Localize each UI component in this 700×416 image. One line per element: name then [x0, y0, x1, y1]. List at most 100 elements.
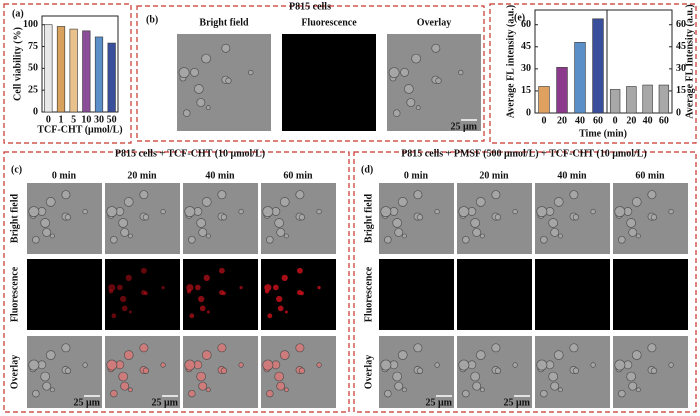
cell [394, 381, 404, 391]
cell [238, 208, 244, 215]
cell [472, 227, 482, 237]
fluorescent-cell [143, 291, 148, 296]
y-tick-label: 0 [33, 106, 38, 117]
cell [238, 362, 244, 368]
y-tick-label: 50 [28, 63, 38, 74]
row-label: Fluorescence [9, 266, 20, 322]
cell [40, 371, 51, 382]
cell [295, 343, 305, 353]
scale-bar-label: 25 μm [152, 397, 179, 408]
y-tick-label: 60 [676, 19, 686, 30]
cell [160, 362, 166, 368]
cell [647, 343, 657, 353]
cell [631, 197, 642, 207]
micrograph [379, 259, 454, 330]
fluorescent-cell [198, 295, 205, 303]
micrograph [282, 34, 376, 131]
scale-bar-label: 25 μm [74, 397, 101, 408]
row-label: Bright field [9, 193, 20, 243]
cell [42, 227, 52, 237]
cell [279, 197, 290, 207]
cell [491, 190, 501, 200]
cell [279, 350, 290, 360]
cell [220, 214, 228, 221]
plot-frame [41, 15, 119, 113]
cell [392, 109, 401, 117]
fluorescent-cell [281, 274, 288, 282]
cell [553, 197, 564, 207]
cell [626, 218, 637, 228]
cell [380, 359, 392, 371]
y-tick-label: 0 [526, 107, 531, 118]
cell [201, 350, 212, 360]
fluorescent-cell [111, 313, 117, 319]
cell [480, 387, 485, 393]
bar [107, 42, 116, 113]
cell [406, 98, 416, 107]
cell [540, 389, 548, 398]
cell [110, 389, 118, 398]
cell [550, 381, 560, 391]
cell [205, 105, 211, 111]
x-tick-label: 0 [46, 114, 51, 125]
cell [262, 206, 274, 218]
panel-d-frame [353, 151, 697, 413]
cell [316, 362, 322, 368]
cell [536, 359, 548, 371]
cell [548, 218, 559, 228]
cell [64, 367, 72, 374]
column-header: 40 min [557, 170, 587, 181]
cell [184, 206, 196, 218]
x-tick-label: 60 [659, 115, 669, 126]
cell [475, 350, 486, 360]
cell [276, 381, 286, 391]
cell [118, 371, 129, 382]
cell [190, 67, 199, 77]
fluorescent-cell [125, 274, 132, 282]
bar [69, 28, 78, 113]
fluorescent-cell [299, 291, 304, 296]
cell [569, 343, 579, 353]
fluorescent-cell [161, 285, 165, 290]
cell [647, 190, 657, 200]
cell [206, 233, 211, 239]
cell [225, 77, 232, 84]
cell [266, 389, 274, 398]
bar [574, 42, 586, 114]
micrograph [457, 259, 532, 330]
x-axis-label: TCF-CHT (μmol/L) [37, 124, 122, 135]
cell [558, 233, 563, 239]
y-tick-label: 45 [521, 41, 531, 52]
fluorescent-cell [273, 284, 279, 291]
cell [193, 84, 204, 94]
column-header: 20 min [127, 170, 157, 181]
cell [266, 235, 274, 244]
cell [631, 350, 642, 360]
cell [413, 343, 423, 353]
x-tick-label: 40 [643, 115, 653, 126]
fluorescent-cell [296, 267, 303, 274]
cell [475, 197, 486, 207]
cell [196, 218, 207, 228]
x-tick-label: 30 [94, 114, 104, 125]
fluorescent-cell [317, 285, 321, 290]
y-tick-label: 45 [676, 41, 686, 52]
cell [184, 359, 196, 371]
column-header: 60 min [635, 170, 665, 181]
cell [188, 235, 196, 244]
cell [416, 367, 424, 374]
x-tick-label: 5 [71, 114, 76, 125]
cell [50, 387, 55, 393]
y-tick-label: 0 [676, 107, 681, 118]
x-tick-label: 60 [593, 115, 603, 126]
cell [402, 233, 407, 239]
fluorescent-cell [189, 313, 195, 319]
micrograph [613, 259, 688, 330]
scale-bar-label: 25 μm [451, 121, 478, 132]
cell [536, 206, 548, 218]
column-header: Bright field [199, 17, 249, 28]
panel-c-frame [3, 151, 350, 413]
cell [217, 343, 227, 353]
cell [416, 214, 424, 221]
